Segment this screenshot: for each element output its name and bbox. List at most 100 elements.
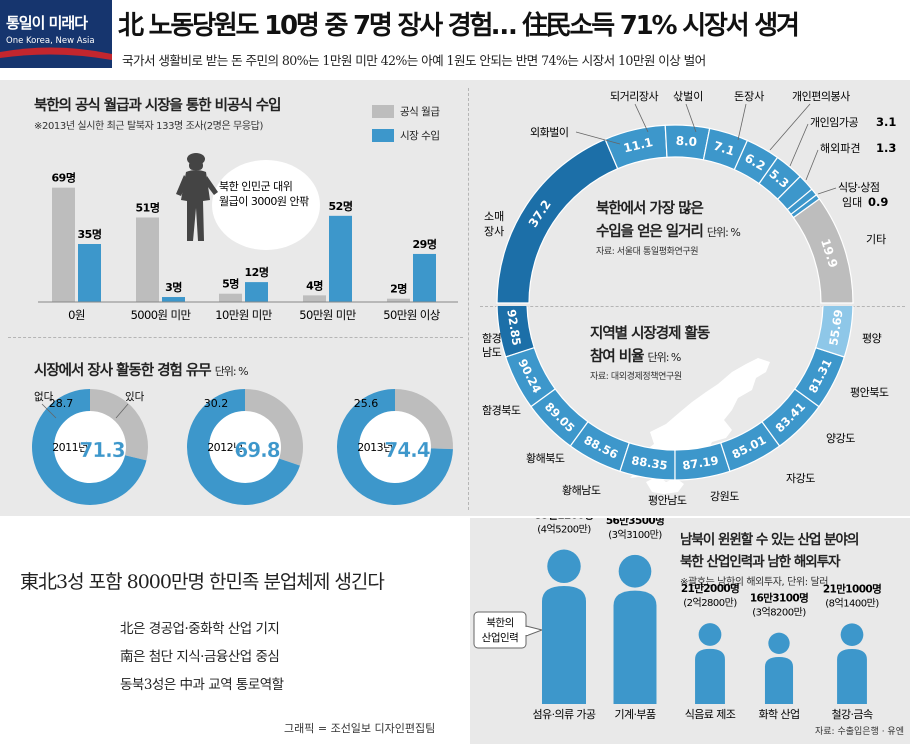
industry-category-label: 철강·금속: [832, 708, 873, 721]
donut-yes-segment: [337, 389, 453, 505]
region-label: 남도: [482, 346, 502, 359]
bar-value-label: 4명: [306, 278, 323, 292]
label-yes-leader: [115, 403, 129, 419]
donut-yes-value: 69.8: [234, 438, 279, 462]
worker-count-label: 56만3500명: [606, 518, 664, 527]
person-silhouette-icon: [764, 632, 794, 704]
official-salary-bar: [303, 295, 326, 302]
bar-value-label: 35명: [78, 227, 102, 241]
job-slice: [792, 198, 854, 304]
job-value-rent: 0.9: [868, 195, 888, 209]
industry-category-label: 화학 산업: [759, 708, 800, 721]
label-no-leader: [41, 403, 57, 419]
job-leader-line: [575, 131, 621, 145]
donut-no-value: 28.7: [49, 397, 74, 410]
donut-year-label: 2013년: [357, 441, 393, 454]
industry-category-label: 섬유·의류 가공: [533, 708, 596, 721]
person-silhouette-icon: [837, 623, 867, 704]
legend-swatch-gray: [372, 105, 394, 118]
official-salary-bar: [387, 298, 410, 302]
bar-value-label: 5명: [222, 277, 239, 291]
person-head: [698, 623, 722, 646]
industry-callout: 북한의 산업인력: [473, 611, 544, 649]
industry-title: 남북이 윈윈할 수 있는 산업 분야의 북한 산업인력과 남한 해외투자 ※괄호…: [680, 528, 859, 588]
job-label-forex: 외화벌이: [530, 126, 568, 139]
income-category-label: 0원: [68, 308, 85, 322]
panel-divider-left: [8, 337, 463, 338]
market-income-bar: [162, 297, 185, 302]
legend-label: 시장 수입: [400, 130, 440, 142]
region-slice-value: 55.69: [826, 308, 846, 346]
job-leader-line: [789, 123, 809, 167]
job-label-other: 기타: [866, 233, 886, 246]
region-label: 평안북도: [850, 386, 889, 399]
headline: 北 노동당원도 10명 중 7명 장사 경험… 住民소득 71% 시장서 생겨: [118, 11, 800, 41]
bottom-line-1: 北은 경공업·중화학 산업 기지: [120, 621, 280, 637]
person-body: [695, 648, 725, 704]
region-slice-value: 92.85: [504, 308, 524, 346]
bar-value-label: 69명: [52, 171, 76, 185]
income-category-label: 50만원 이상: [383, 308, 440, 322]
donut-no-segment: [244, 389, 303, 466]
industry-title-line1: 남북이 윈윈할 수 있는 산업 분야의: [680, 532, 859, 548]
job-slice-value: 7.1: [712, 139, 737, 159]
income-chart-subtitle: ※2013년 실시한 최근 탈북자 133명 조사(2명은 무응답): [34, 121, 263, 132]
industry-people: 59만1200명 (4억5200만) 섬유·의류 가공 56만3500명 (3억3100…: [533, 518, 882, 721]
industry-callout-line1: 북한의: [486, 617, 513, 629]
job-leader-line: [737, 103, 747, 141]
job-label-resale: 되거리장사: [610, 90, 658, 103]
income-bar-chart: 북한 인민군 대위 월급이 3000원 안팎 69명 35명 0원 51명 3명 5000…: [38, 153, 458, 322]
callout-text-line1: 북한 인민군 대위: [219, 180, 292, 193]
job-label-labor: 삯벌이: [673, 90, 703, 103]
job-label-sales: 소매: [484, 210, 504, 223]
person-head: [840, 623, 864, 647]
industry-callout-line2: 산업인력: [482, 631, 519, 644]
donut-yes-segment: [187, 389, 300, 505]
job-leader-line: [805, 149, 819, 181]
person-body: [837, 649, 867, 704]
bar-value-label: 52명: [329, 199, 353, 213]
jobs-title-line2-wrap: 수입을 얻은 일거리 단위: %: [596, 220, 741, 241]
logo-text: 통일이 미래다: [6, 14, 88, 32]
donut-no-value: 25.6: [354, 397, 379, 410]
region-label: 강원도: [710, 490, 739, 503]
legend-swatch-blue: [372, 129, 394, 142]
soldier-silhouette-icon: [176, 153, 218, 241]
region-label: 함경: [482, 332, 501, 345]
job-label-rent: 식당·상점: [838, 181, 879, 194]
region-label: 함경북도: [482, 404, 521, 417]
donut-center: [200, 402, 290, 492]
donut-year-label: 2011년: [52, 441, 88, 454]
callout-text-line2: 월급이 3000원 안팎: [219, 195, 309, 208]
income-chart-title: 북한의 공식 월급과 시장을 통한 비공식 수입: [34, 98, 281, 114]
logo: 통일이 미래다 One Korea, New Asia: [0, 0, 112, 68]
person-silhouette-icon: [695, 623, 725, 704]
jobs-source: 자료: 서울대 통일평화연구원: [596, 247, 699, 257]
job-label-rent: 임대: [842, 196, 862, 209]
market-income-bar: [78, 244, 101, 302]
panel-divider-right: [480, 306, 905, 307]
region-label: 양강도: [826, 432, 855, 445]
experience-unit: 단위: %: [214, 365, 249, 378]
person-silhouette-icon: [542, 549, 586, 704]
experience-title-text: 시장에서 장사 활동한 경험 유무: [34, 363, 212, 379]
official-salary-bar: [52, 187, 75, 302]
investment-label: (4억5200만): [537, 524, 591, 536]
industry-title-line2: 북한 산업인력과 남한 해외투자: [680, 554, 841, 570]
job-label-processing: 개인임가공: [810, 116, 858, 129]
regions-source: 자료: 대외경제정책연구원: [590, 372, 682, 382]
donut-center: [350, 402, 440, 492]
region-label: 자강도: [786, 472, 815, 485]
label-yes: 있다: [125, 391, 145, 403]
worker-count-label: 21만2000명: [681, 582, 739, 595]
bar-value-label: 3명: [165, 280, 182, 294]
region-slice: [815, 306, 854, 358]
callout-bubble: [212, 160, 320, 250]
investment-label: (3억8200만): [752, 607, 806, 619]
job-value-overseas: 1.3: [876, 141, 896, 155]
